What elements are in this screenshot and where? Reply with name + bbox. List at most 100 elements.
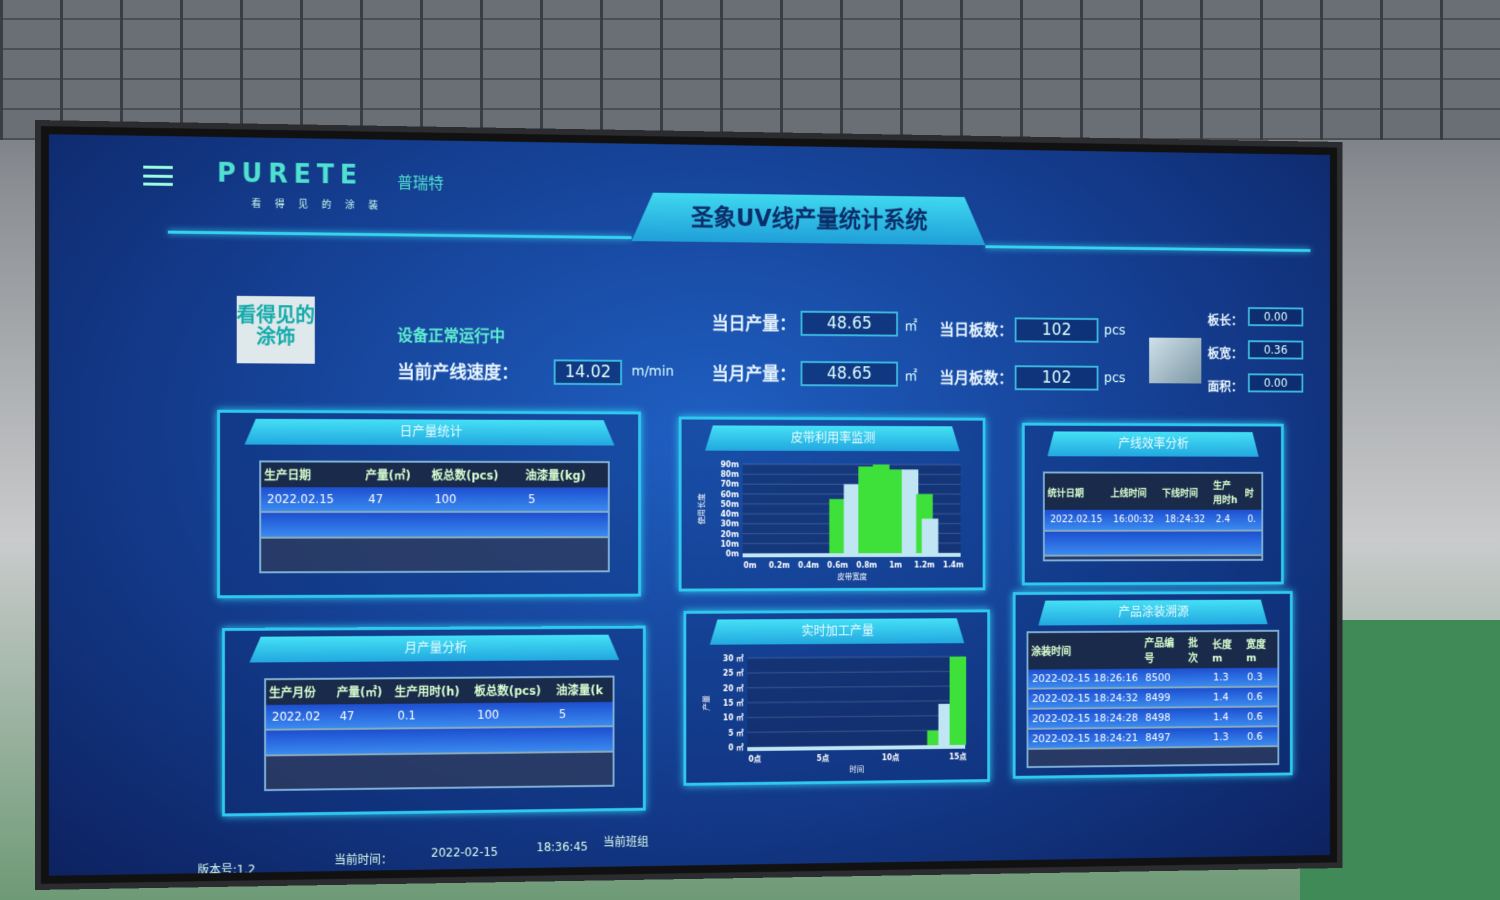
bar: [858, 466, 875, 553]
time: 18:36:45: [537, 840, 588, 854]
cell: 0.6: [1244, 726, 1278, 746]
shift-label: 当前班组: [603, 833, 648, 850]
cell: 2022.02.15: [1045, 510, 1108, 531]
board-area: 0.00: [1248, 373, 1303, 392]
col-header: 长度m: [1210, 632, 1244, 668]
efficiency-panel: 产线效率分析 统计日期 上线时间 下线时间 生产用时h 时 2022.02.15 16:0…: [1022, 423, 1284, 586]
y-axis-label: 使用长度: [697, 493, 706, 524]
monthly-table: 生产月份 产量(㎡) 生产用时(h) 板总数(pcs) 油漆量(k 2022.02 47 0…: [264, 676, 614, 792]
y-tick-label: 15 ㎡: [723, 698, 744, 708]
bar: [922, 519, 939, 553]
version: 版本号:1.2: [197, 861, 255, 876]
col-header: 涂装时间: [1028, 633, 1141, 670]
y-tick-label: 40m: [721, 510, 739, 519]
cell: 8498: [1142, 707, 1186, 727]
cell: 47: [334, 704, 392, 729]
table-row[interactable]: 2022.02.15 47 100 5: [261, 487, 608, 512]
col-header: 产量(㎡): [363, 463, 429, 488]
y-tick-label: 30m: [721, 520, 739, 529]
tagline: 看得见的涂装: [251, 195, 391, 212]
panel-title: 皮带利用率监测: [705, 425, 960, 451]
table-row[interactable]: 2022-02-15 18:24:28 8498 1.4 0.6: [1028, 706, 1277, 728]
belt-chart-panel: 皮带利用率监测 0m 10m 20m 30m 40m 50m 60m 70m 80m 90m 0m 0…: [679, 417, 986, 592]
monthly-panel: 月产量分析 生产月份 产量(㎡) 生产用时(h) 板总数(pcs) 油漆量(k 2022…: [222, 626, 646, 817]
speed-unit: m/min: [632, 364, 674, 380]
cell: 0.6: [1244, 706, 1278, 726]
table-row[interactable]: 2022.02.15 16:00:32 18:24:32 2.4 0.: [1045, 510, 1262, 531]
cell: 2022-02-15 18:24:32: [1028, 688, 1141, 709]
cell: [1185, 707, 1209, 727]
cell: 100: [429, 487, 523, 512]
panel-title: 产品涂装溯源: [1038, 600, 1267, 626]
table-row[interactable]: 2022-02-15 18:24:21 8497 1.3 0.6: [1028, 726, 1277, 749]
x-tick-label: 0点: [748, 754, 761, 764]
cell: 5: [522, 487, 607, 511]
cell: 1.3: [1210, 727, 1244, 747]
y-tick-label: 50m: [721, 500, 739, 509]
month-output: 48.65: [801, 361, 898, 387]
board-length: 0.00: [1248, 307, 1303, 326]
area-unit: ㎡: [904, 366, 917, 385]
y-tick-label: 0m: [726, 550, 739, 559]
cell: 0.: [1242, 510, 1261, 531]
table-row[interactable]: 2022.02 47 0.1 100 5: [266, 702, 613, 730]
daily-table: 生产日期 产量(㎡) 板总数(pcs) 油漆量(kg) 2022.02.15 47 100…: [259, 460, 610, 573]
board-length-label: 板长：: [1208, 310, 1243, 328]
table-row[interactable]: 2022-02-15 18:24:32 8499 1.4 0.6: [1028, 687, 1277, 709]
cell: 2022-02-15 18:26:16: [1028, 669, 1141, 689]
cell: 5: [553, 702, 612, 727]
x-axis-label: 皮带宽度: [837, 571, 867, 581]
bar: [902, 470, 919, 554]
x-tick-label: 5点: [817, 753, 830, 763]
day-output-label: 当日产量：: [712, 310, 796, 336]
bar: [950, 657, 967, 745]
x-tick-label: 10点: [882, 752, 900, 762]
cell: 0.3: [1244, 668, 1278, 687]
y-tick-label: 20m: [721, 530, 739, 539]
cell: 1.3: [1210, 668, 1244, 687]
cell: 0.1: [392, 703, 472, 728]
pcs-unit: pcs: [1104, 323, 1126, 338]
y-tick-label: 0 ㎡: [728, 742, 743, 752]
cell: 8497: [1142, 727, 1186, 747]
monitor: PURETE 普瑞特 看得见的涂装 圣象UV线产量统计系统 看得见的涂饰 设备正…: [35, 120, 1342, 890]
y-tick-label: 10m: [721, 540, 739, 549]
bar: [829, 499, 846, 553]
month-boards: 102: [1015, 365, 1099, 390]
cell: 1.4: [1210, 687, 1244, 707]
cell: 2022.02: [266, 704, 334, 729]
board-width-label: 板宽：: [1208, 343, 1243, 361]
divider: [168, 231, 632, 240]
trace-table: 涂装时间 产品编号 批次 长度m 宽度m 2022-02-15 18:26:16 8500…: [1027, 630, 1280, 768]
panel-title: 实时加工产量: [710, 618, 964, 645]
y-axis-label: 产量: [701, 695, 710, 711]
col-header: 生产月份: [266, 680, 334, 705]
bar: [873, 465, 890, 554]
x-tick-label: 0.4m: [798, 561, 819, 570]
col-header: 时: [1242, 474, 1261, 510]
x-tick-label: 0.8m: [856, 561, 877, 570]
date: 2022-02-15: [431, 845, 498, 860]
col-header: 产品编号: [1142, 632, 1186, 668]
speed-label: 当前产线速度：: [397, 358, 518, 384]
bar: [844, 484, 861, 553]
area-unit: ㎡: [904, 315, 917, 334]
col-header: 板总数(pcs): [471, 678, 553, 703]
x-tick-label: 15点: [949, 752, 967, 762]
col-header: 生产用时(h): [392, 679, 472, 704]
y-tick-label: 70m: [721, 480, 739, 489]
cell: 8499: [1142, 687, 1186, 707]
col-header: 生产日期: [261, 462, 362, 487]
col-header: 宽度m: [1244, 632, 1278, 668]
col-header: 上线时间: [1108, 474, 1159, 510]
pcs-unit: pcs: [1104, 371, 1126, 386]
brand-image: 看得见的涂饰: [237, 296, 315, 364]
cell: 47: [363, 487, 429, 512]
menu-icon[interactable]: [143, 166, 173, 186]
speed-value: 14.02: [554, 359, 622, 385]
month-output-label: 当月产量：: [712, 360, 796, 386]
cell: 2022.02.15: [261, 487, 362, 512]
panel-title: 产线效率分析: [1048, 431, 1259, 456]
col-header: 下线时间: [1159, 474, 1210, 510]
table-row[interactable]: 2022-02-15 18:26:16 8500 1.3 0.3: [1028, 668, 1277, 689]
